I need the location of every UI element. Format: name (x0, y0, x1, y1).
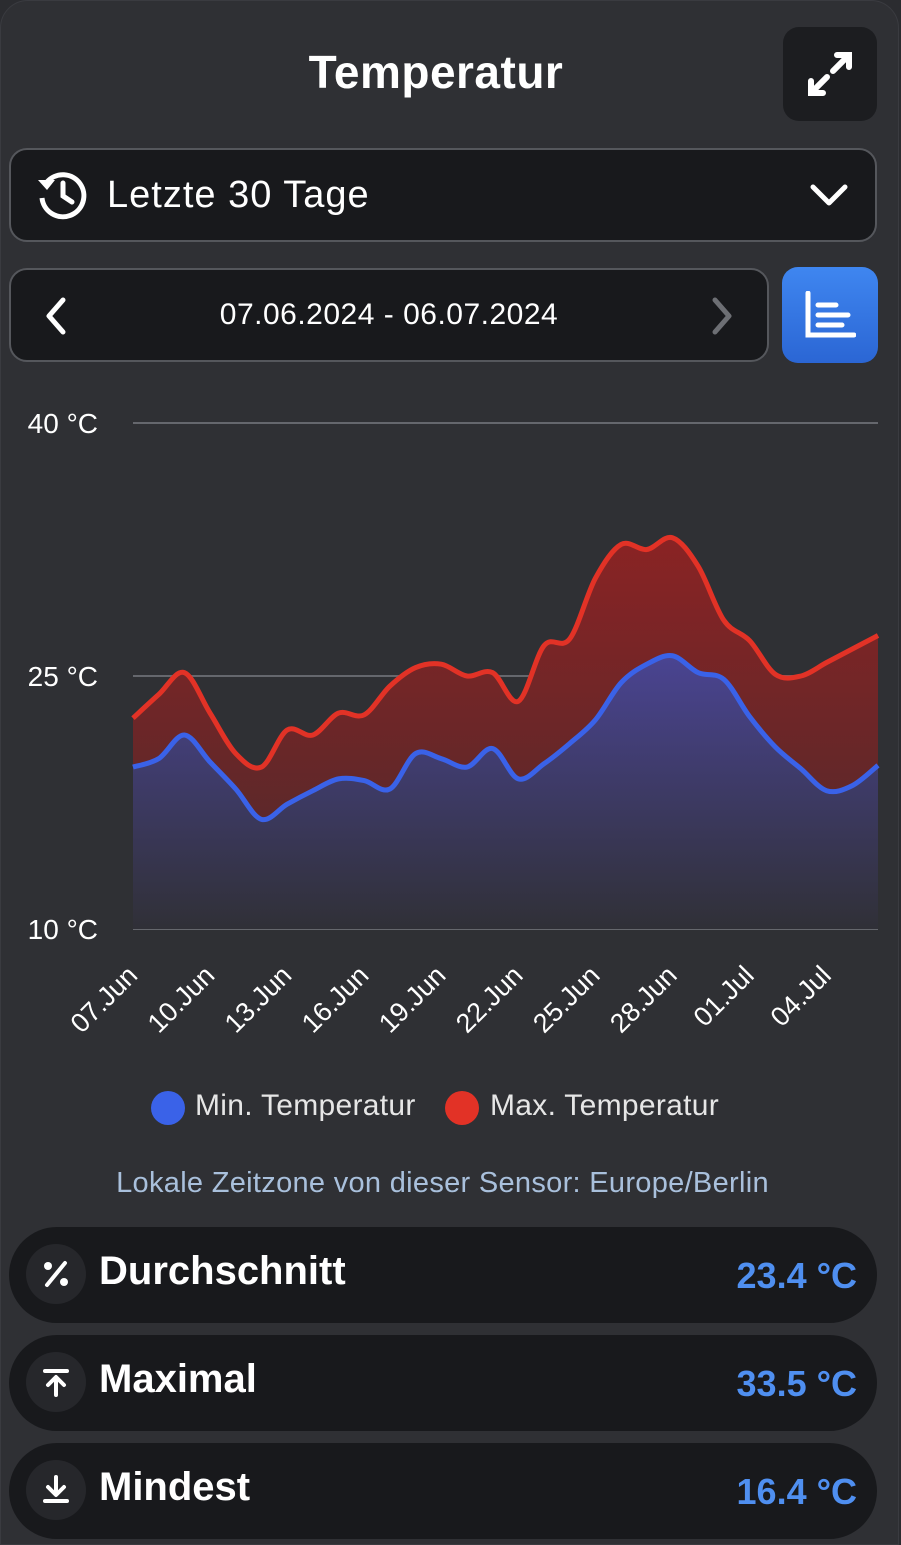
y-tick-label: 40 °C (28, 408, 98, 439)
stat-average: Durchschnitt 23.4 °C (9, 1227, 877, 1323)
stat-minimum-value: 16.4 °C (736, 1471, 857, 1512)
page-title: Temperatur (308, 46, 564, 98)
legend-max-label[interactable]: Max. Temperatur (490, 1089, 720, 1122)
stat-maximum: Maximal 33.5 °C (9, 1335, 877, 1431)
date-range-text: 07.06.2024 - 06.07.2024 (219, 298, 559, 331)
stat-minimum: Mindest 16.4 °C (9, 1443, 877, 1539)
arrow-down-to-line-icon (26, 1460, 86, 1520)
bar-chart-icon (805, 291, 856, 338)
x-tick-label: 22.Jun (450, 960, 529, 1039)
legend-min-swatch[interactable] (151, 1091, 185, 1125)
chevron-right-icon[interactable] (707, 296, 737, 336)
expand-button[interactable] (783, 27, 877, 121)
legend-min-label[interactable]: Min. Temperatur (195, 1089, 416, 1122)
arrow-up-to-line-icon (26, 1352, 86, 1412)
x-tick-label: 28.Jun (604, 960, 683, 1039)
percent-icon (26, 1244, 86, 1304)
chevron-left-icon[interactable] (41, 296, 71, 336)
x-tick-label: 16.Jun (296, 960, 375, 1039)
stat-minimum-label: Mindest (99, 1465, 251, 1509)
x-tick-label: 07.Jun (65, 960, 144, 1039)
date-range-navigator: 07.06.2024 - 06.07.2024 (9, 268, 769, 362)
stat-average-value: 23.4 °C (736, 1255, 857, 1296)
stat-maximum-value: 33.5 °C (736, 1363, 857, 1404)
max-temperature-line (131, 534, 880, 771)
chart-view-button[interactable] (782, 267, 878, 363)
y-tick-label: 10 °C (28, 914, 98, 945)
y-tick-label: 25 °C (28, 661, 98, 692)
temperature-chart: 10 °C 25 °C 40 °C 07.Jun10.Jun13.Jun16.Jun1… (28, 408, 880, 1039)
timezone-note: Lokale Zeitzone von dieser Sensor: Europ… (116, 1167, 769, 1199)
x-tick-label: 04.Jul (765, 960, 837, 1032)
min-temperature-area (133, 655, 878, 929)
time-range-select[interactable]: Letzte 30 Tage (9, 148, 877, 242)
stat-maximum-label: Maximal (99, 1357, 257, 1401)
stat-average-label: Durchschnitt (99, 1249, 346, 1293)
legend-max-swatch[interactable] (445, 1091, 479, 1125)
expand-icon (808, 52, 852, 96)
x-tick-label: 01.Jul (688, 960, 760, 1032)
x-tick-label: 19.Jun (373, 960, 452, 1039)
chart-legend: Min. Temperatur Max. Temperatur (1, 1087, 901, 1127)
time-range-label: Letzte 30 Tage (107, 174, 370, 216)
chevron-down-icon (810, 184, 848, 206)
x-tick-label: 13.Jun (219, 960, 298, 1039)
x-tick-label: 25.Jun (527, 960, 606, 1039)
min-temperature-line (132, 653, 880, 823)
history-icon (38, 172, 87, 220)
x-tick-label: 10.Jun (142, 960, 221, 1039)
